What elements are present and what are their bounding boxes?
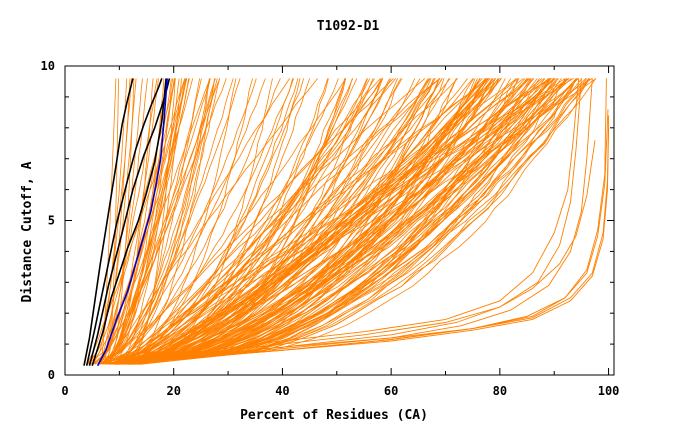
model-curve-52 — [100, 78, 211, 365]
model-curve-201 — [124, 78, 569, 365]
model-curve-57 — [100, 78, 347, 365]
model-curve-189 — [120, 78, 578, 365]
model-curve-extra-7 — [146, 115, 610, 362]
model-curve-60 — [117, 78, 200, 365]
model-curve-203 — [115, 78, 583, 365]
model-curve-14 — [107, 78, 165, 365]
model-curve-5 — [94, 78, 211, 365]
model-curve-202 — [138, 78, 556, 365]
model-curve-62 — [111, 78, 266, 365]
model-curve-180 — [123, 78, 570, 365]
model-curve-107 — [118, 78, 368, 365]
model-curve-185 — [125, 78, 577, 365]
model-curve-144 — [132, 78, 486, 365]
model-curve-183 — [133, 78, 587, 365]
model-curve-190 — [122, 78, 590, 365]
model-curve-7 — [100, 78, 117, 365]
model-curve-113 — [119, 78, 384, 365]
x-tick-label-100: 100 — [598, 384, 620, 398]
model-curve-157 — [127, 78, 540, 365]
model-curve-117 — [128, 78, 528, 365]
model-curve-178 — [125, 78, 591, 365]
model-curve-97 — [123, 78, 432, 365]
model-curve-55 — [116, 78, 180, 365]
model-curve-168 — [111, 78, 487, 365]
model-curve-67 — [99, 78, 253, 365]
highlight-curve-1 — [85, 78, 163, 366]
model-curve-194 — [138, 78, 572, 365]
x-tick-label-0: 0 — [61, 384, 68, 398]
y-axis-title: Distance Cutoff, A — [20, 161, 35, 302]
model-curve-80 — [112, 78, 459, 365]
model-curve-29 — [104, 78, 159, 365]
y-tick-label-5: 5 — [48, 214, 55, 228]
model-curve-165 — [111, 78, 526, 365]
model-curve-204 — [133, 78, 590, 365]
model-curve-152 — [127, 78, 524, 365]
model-curve-27 — [105, 78, 135, 365]
model-curve-50 — [99, 78, 211, 365]
model-curve-extra-2 — [146, 78, 593, 361]
model-curve-93 — [121, 78, 483, 365]
model-curve-181 — [124, 78, 554, 365]
model-curve-197 — [122, 78, 552, 365]
model-curve-130 — [124, 78, 490, 365]
model-curve-73 — [128, 78, 441, 365]
model-curve-extra-6 — [146, 127, 610, 362]
y-tick-label-0: 0 — [48, 368, 55, 382]
model-curve-89 — [126, 78, 371, 365]
model-curve-87 — [126, 78, 397, 365]
chart-title: T1092-D1 — [317, 19, 380, 34]
model-curve-155 — [129, 78, 502, 365]
highlight-curve-0 — [83, 78, 134, 366]
model-curve-extra-3 — [146, 140, 596, 362]
plot-area — [83, 78, 610, 367]
model-curve-195 — [131, 78, 566, 365]
model-curve-3 — [98, 78, 216, 365]
model-curve-175 — [139, 78, 588, 365]
highlight-curve-3 — [91, 78, 167, 366]
x-tick-label-80: 80 — [493, 384, 507, 398]
model-curve-179 — [114, 78, 570, 365]
model-curve-192 — [116, 78, 579, 365]
model-curve-191 — [137, 78, 577, 365]
model-curve-13 — [105, 78, 119, 365]
model-curve-extra-1 — [146, 78, 580, 361]
model-curve-188 — [118, 78, 568, 365]
x-tick-label-40: 40 — [275, 384, 289, 398]
model-curve-149 — [125, 78, 545, 365]
model-curve-198 — [128, 78, 549, 365]
model-curve-extra-4 — [146, 78, 607, 362]
model-curve-196 — [133, 78, 597, 365]
highlight-curve-4 — [96, 78, 168, 367]
model-curve-extra-0 — [146, 78, 582, 361]
model-curve-200 — [131, 78, 593, 365]
model-curve-108 — [136, 78, 381, 365]
model-curve-102 — [111, 78, 382, 365]
model-curve-103 — [118, 78, 382, 365]
y-tick-label-10: 10 — [41, 59, 55, 73]
model-curve-99 — [113, 78, 496, 365]
model-curve-45 — [117, 78, 234, 365]
model-curve-21 — [88, 78, 132, 365]
axes: 0 20 40 60 80 100 0 5 10 — [41, 59, 620, 398]
model-curve-92 — [129, 78, 426, 365]
model-curve-193 — [115, 78, 578, 365]
model-curve-164 — [118, 78, 494, 365]
model-curve-63 — [99, 78, 241, 365]
model-curve-176 — [128, 78, 577, 365]
model-curve-116 — [132, 78, 538, 365]
model-curve-151 — [137, 78, 520, 365]
model-curve-199 — [129, 78, 568, 365]
model-curve-49 — [104, 78, 294, 365]
model-curve-48 — [115, 78, 291, 365]
model-curve-33 — [108, 78, 227, 365]
model-curve-58 — [120, 78, 176, 365]
x-tick-label-60: 60 — [384, 384, 398, 398]
model-curve-23 — [104, 78, 143, 365]
x-tick-label-20: 20 — [166, 384, 180, 398]
model-curve-158 — [119, 78, 481, 365]
x-axis-title: Percent of Residues (CA) — [240, 408, 428, 423]
